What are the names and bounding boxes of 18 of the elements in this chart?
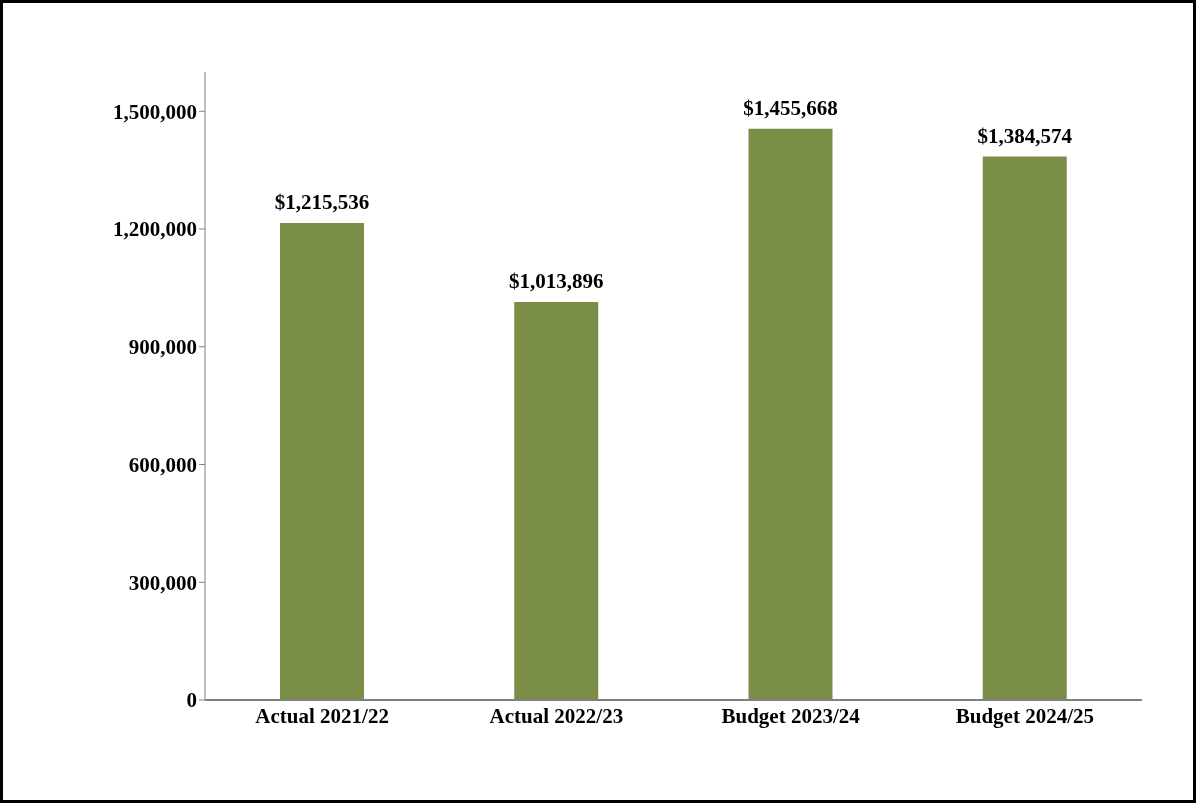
data-label: $1,384,574: [977, 123, 1073, 148]
bar: [748, 128, 833, 700]
data-label: $1,013,896: [509, 269, 604, 294]
bar: [982, 156, 1067, 700]
x-tick-label: Budget 2023/24: [721, 703, 861, 728]
data-label: $1,215,536: [274, 189, 370, 214]
x-tick-label: Actual 2021/22: [255, 703, 389, 728]
bar: [514, 302, 599, 700]
x-tick-label: Budget 2024/25: [955, 703, 1095, 728]
y-tick-label: 0: [186, 688, 197, 713]
bar: [280, 222, 364, 700]
y-tick-label: 1,500,000: [113, 99, 197, 124]
x-tick-label: Actual 2022/23: [489, 703, 624, 728]
y-tick-label: 900,000: [128, 335, 197, 360]
y-tick-label: 1,200,000: [113, 217, 197, 242]
data-label: $1,455,668: [743, 95, 838, 120]
y-tick-label: 600,000: [128, 452, 197, 477]
y-tick-label: 300,000: [128, 570, 197, 595]
